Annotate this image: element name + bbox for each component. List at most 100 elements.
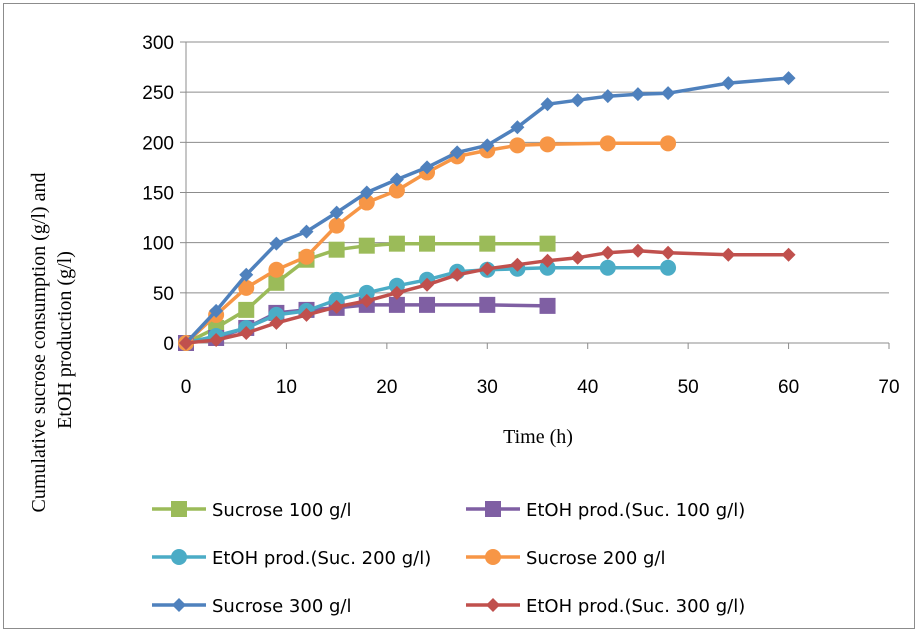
data-point [599, 259, 616, 276]
series-6 [179, 243, 796, 350]
data-point [479, 296, 496, 313]
legend-item: EtOH prod.(Suc. 200 g/l) [152, 548, 431, 569]
chart-frame [3, 3, 915, 629]
legend-label: EtOH prod.(Suc. 200 g/l) [212, 548, 431, 569]
legend-swatch-marker [485, 501, 501, 517]
legend-swatch-marker [171, 549, 187, 565]
data-point [269, 315, 284, 330]
data-point [539, 235, 556, 252]
data-point [510, 120, 525, 135]
data-point [419, 296, 436, 313]
data-point [298, 248, 315, 265]
x-tick-label: 40 [577, 377, 598, 398]
x-tick-label: 70 [878, 377, 899, 398]
axes [180, 41, 890, 349]
x-tick-label: 60 [778, 377, 799, 398]
y-tick-label: 0 [163, 334, 174, 355]
legend-swatch-marker [486, 598, 500, 612]
data-point [239, 325, 254, 340]
data-point [450, 267, 465, 282]
x-tick-label: 50 [678, 377, 699, 398]
legend: Sucrose 100 g/l EtOH prod.(Suc. 100 g/l) E… [152, 500, 745, 617]
data-point [420, 160, 435, 175]
data-point [299, 307, 314, 322]
data-point [540, 97, 555, 112]
x-tick-labels: 0 10 20 30 40 50 60 70 [181, 377, 900, 398]
data-point [268, 306, 285, 323]
series-layer [178, 71, 796, 351]
y-tick-label: 300 [142, 33, 174, 54]
data-point [539, 136, 556, 153]
legend-item: EtOH prod.(Suc. 300 g/l) [466, 596, 745, 617]
data-point [388, 296, 405, 313]
y-tick-labels: 0 50 100 150 200 250 300 [142, 33, 174, 355]
data-point [388, 235, 405, 252]
legend-item: Sucrose 200 g/l [466, 548, 666, 569]
data-point [510, 257, 525, 272]
legend-item: Sucrose 300 g/l [152, 596, 352, 617]
data-point [661, 245, 676, 260]
data-point [479, 235, 496, 252]
data-point [420, 277, 435, 292]
y-tick-label: 50 [153, 284, 174, 305]
data-point [388, 182, 405, 199]
legend-swatch-marker [485, 549, 501, 565]
data-point [239, 267, 254, 282]
data-point [600, 89, 615, 104]
y-axis-label: Cumulative sucrose consumption (g/l) and… [28, 168, 76, 513]
legend-label: Sucrose 200 g/l [526, 548, 666, 569]
data-point [238, 301, 255, 318]
gridlines [186, 41, 889, 294]
data-point [540, 253, 555, 268]
data-point [358, 194, 375, 211]
legend-label: EtOH prod.(Suc. 100 g/l) [526, 500, 745, 521]
data-point [359, 185, 374, 200]
data-point [389, 172, 404, 187]
y-axis-label-line-1: Cumulative sucrose consumption (g/l) and [28, 173, 50, 513]
data-point [209, 332, 224, 347]
x-tick-label: 0 [181, 377, 192, 398]
data-point [721, 76, 736, 91]
data-point [630, 243, 645, 258]
legend-label: Sucrose 300 g/l [212, 596, 352, 617]
data-point [450, 145, 465, 160]
data-point [781, 71, 796, 86]
legend-swatch-marker [171, 501, 187, 517]
y-axis-label-line-2: EtOH production (g/l) [54, 251, 76, 429]
data-point [358, 237, 375, 254]
data-point [660, 259, 677, 276]
y-tick-label: 250 [142, 83, 174, 104]
data-point [600, 245, 615, 260]
data-point [209, 303, 224, 318]
data-point [238, 279, 255, 296]
data-point [661, 86, 676, 101]
legend-label: EtOH prod.(Suc. 300 g/l) [526, 596, 745, 617]
legend-item: EtOH prod.(Suc. 100 g/l) [466, 500, 745, 521]
data-point [358, 284, 375, 301]
x-tick-label: 10 [276, 377, 297, 398]
data-point [599, 135, 616, 152]
y-tick-label: 100 [142, 234, 174, 255]
y-tick-label: 150 [142, 184, 174, 205]
data-point [570, 93, 585, 108]
data-point [480, 138, 495, 153]
data-point [329, 299, 344, 314]
data-point [781, 247, 796, 262]
data-point [179, 336, 193, 350]
data-point [419, 235, 436, 252]
data-point [721, 247, 736, 262]
data-point [329, 205, 344, 220]
legend-label: Sucrose 100 g/l [212, 500, 352, 521]
data-point [328, 241, 345, 258]
legend-swatch-marker [172, 598, 186, 612]
data-point [268, 274, 285, 291]
data-point [388, 277, 405, 294]
x-tick-label: 30 [477, 377, 498, 398]
data-point [539, 297, 556, 314]
x-tick-label: 20 [376, 377, 397, 398]
legend-item: Sucrose 100 g/l [152, 500, 352, 521]
x-axis-label: Time (h) [503, 426, 573, 448]
data-point [389, 285, 404, 300]
data-point [328, 291, 345, 308]
